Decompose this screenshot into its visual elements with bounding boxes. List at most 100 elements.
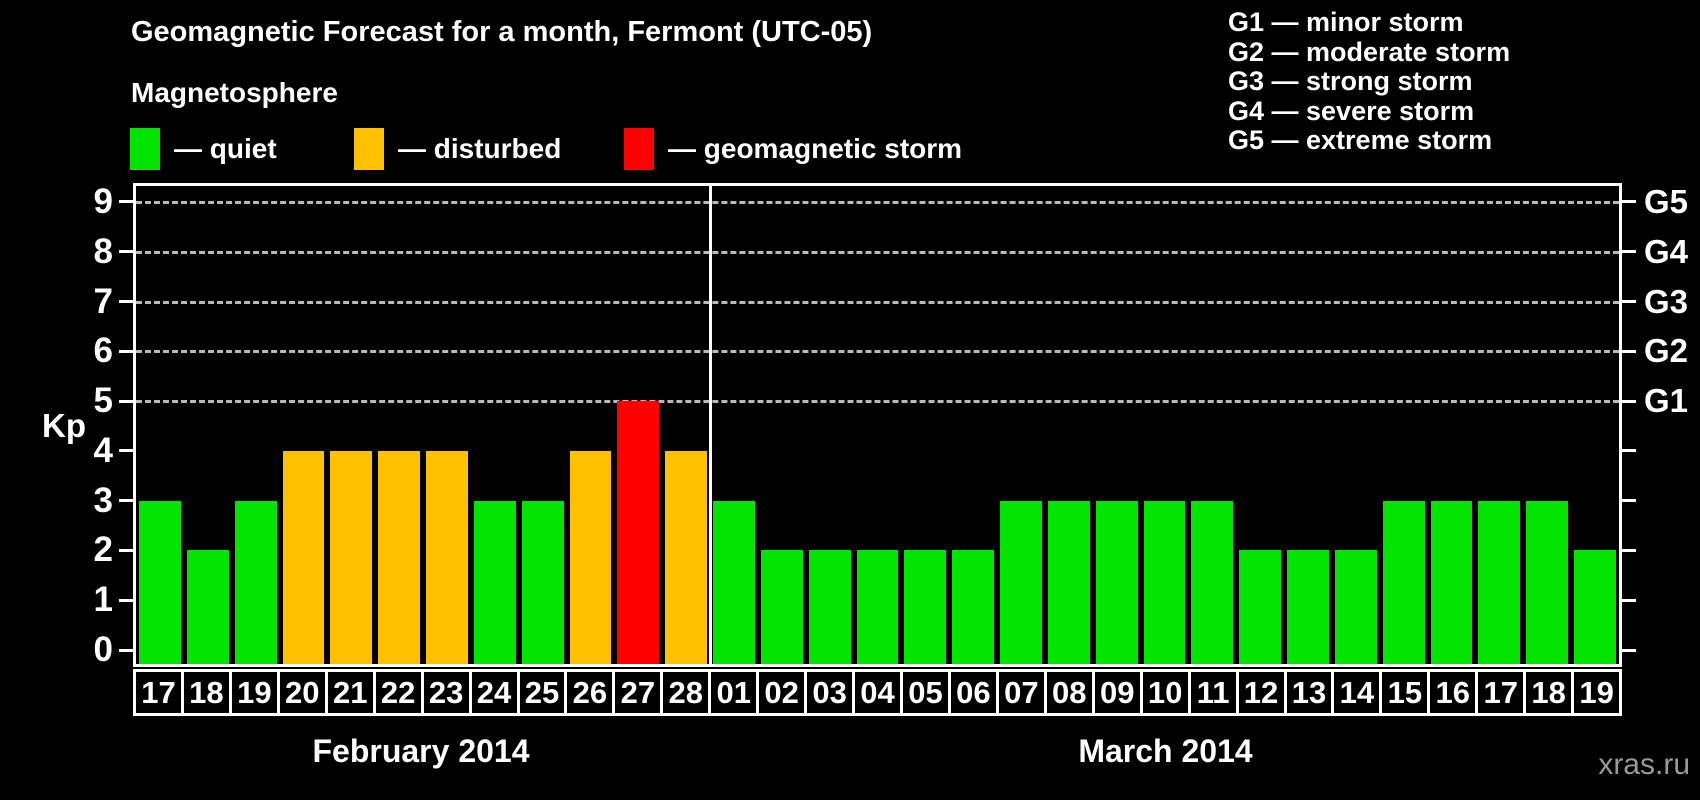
kp-bar xyxy=(665,450,708,664)
kp-bar xyxy=(1382,500,1425,664)
day-cell: 24 xyxy=(472,672,520,713)
day-cell: 20 xyxy=(280,672,328,713)
day-cell: 23 xyxy=(424,672,472,713)
kp-bar xyxy=(282,450,325,664)
day-cell: 04 xyxy=(855,672,903,713)
day-cell: 18 xyxy=(1526,672,1575,713)
y-axis-tick-label: 6 xyxy=(93,331,113,371)
day-cell: 15 xyxy=(1382,672,1431,713)
kp-bar xyxy=(760,550,803,664)
g-scale-legend: G1 — minor storm G2 — moderate storm G3 — … xyxy=(1228,7,1511,156)
day-cell: 19 xyxy=(232,672,280,713)
day-cell: 05 xyxy=(903,672,951,713)
g-axis-tick xyxy=(1622,449,1636,453)
y-axis-tick-label: 0 xyxy=(93,630,113,669)
day-cell: 21 xyxy=(328,672,376,713)
g-axis-label: G3 xyxy=(1644,282,1689,320)
y-axis-tick xyxy=(119,449,133,453)
y-axis-tick-label: 4 xyxy=(93,430,113,470)
gridline-kp9 xyxy=(136,200,1619,204)
y-axis-tick-label: 5 xyxy=(93,381,113,421)
day-cell: 09 xyxy=(1095,672,1143,713)
kp-bar xyxy=(569,450,612,664)
kp-bar xyxy=(1047,500,1090,664)
g-axis-tick xyxy=(1622,300,1636,304)
quiet-color-swatch xyxy=(130,128,160,170)
legend-item-disturbed: — disturbed xyxy=(354,126,561,172)
day-cell: 14 xyxy=(1334,672,1383,713)
gridline-kp7 xyxy=(136,300,1619,304)
day-cell: 12 xyxy=(1239,672,1287,713)
g-axis-label: G2 xyxy=(1644,332,1689,370)
month-label-february: February 2014 xyxy=(312,733,530,769)
y-axis-tick xyxy=(119,399,133,403)
g-axis-tick xyxy=(1622,648,1636,652)
kp-bar xyxy=(330,450,373,664)
kp-bar xyxy=(186,550,229,664)
kp-bar xyxy=(1191,500,1234,664)
kp-bar xyxy=(1574,550,1616,664)
day-cell: 07 xyxy=(999,672,1047,713)
storm-color-swatch xyxy=(624,128,654,170)
legend-label-disturbed: — disturbed xyxy=(398,133,562,164)
month-divider-line xyxy=(708,186,712,664)
y-axis-tick-label: 8 xyxy=(93,231,113,271)
g-axis-label: G1 xyxy=(1644,382,1689,420)
y-axis-tick-label: 1 xyxy=(93,580,113,620)
kp-bar xyxy=(139,500,181,664)
gridline-kp5 xyxy=(136,400,1619,404)
day-cell: 25 xyxy=(520,672,568,713)
gridline-kp8 xyxy=(136,250,1619,254)
kp-bar xyxy=(521,500,564,664)
day-cell: 01 xyxy=(711,672,760,713)
month-label-march: March 2014 xyxy=(1078,733,1253,769)
kp-bar xyxy=(1287,550,1329,664)
kp-bar xyxy=(234,500,277,664)
y-axis-tick-label: 3 xyxy=(93,480,113,520)
kp-bar xyxy=(952,550,995,664)
kp-bar xyxy=(1143,500,1186,664)
watermark: xras.ru xyxy=(1598,748,1690,781)
day-cell: 08 xyxy=(1047,672,1095,713)
kp-bar xyxy=(1095,500,1138,664)
kp-bar xyxy=(713,500,755,664)
g-axis-tick xyxy=(1622,250,1636,254)
g-axis-tick xyxy=(1622,200,1636,204)
y-axis-tick xyxy=(119,499,133,503)
disturbed-color-swatch xyxy=(354,128,384,170)
day-cell: 27 xyxy=(615,672,664,713)
kp-bar xyxy=(1478,500,1521,664)
g-legend-line: G1 — minor storm xyxy=(1228,7,1464,37)
day-cell: 22 xyxy=(376,672,424,713)
g-axis-tick xyxy=(1622,548,1636,552)
gridline-kp6 xyxy=(136,350,1619,354)
kp-bar xyxy=(856,550,899,664)
g-axis-tick xyxy=(1622,399,1636,403)
y-axis-tick xyxy=(119,250,133,254)
y-axis-tick xyxy=(119,598,133,602)
kp-bar xyxy=(808,550,851,664)
day-cell: 17 xyxy=(136,672,184,713)
kp-bar xyxy=(1526,500,1569,664)
y-axis-tick xyxy=(119,349,133,353)
y-axis-tick-label: 9 xyxy=(93,181,113,221)
chart-title: Geomagnetic Forecast for a month, Fermon… xyxy=(131,16,873,48)
kp-bar xyxy=(378,450,421,664)
day-cell: 28 xyxy=(663,672,712,713)
g-legend-line: G2 — moderate storm xyxy=(1228,36,1511,67)
x-axis-day-row: 17 18 19 20 21 22 23 24 25 26 27 28 01 02 03 04 05 06 07 08… xyxy=(133,669,1622,716)
y-axis-tick xyxy=(119,548,133,552)
day-cell: 16 xyxy=(1430,672,1479,713)
y-axis-tick-label: 7 xyxy=(93,281,113,321)
g-axis-tick xyxy=(1622,598,1636,602)
day-cell: 06 xyxy=(951,672,999,713)
g-axis-label: G4 xyxy=(1644,232,1689,270)
plot-area xyxy=(133,183,1622,667)
g-axis-label: G5 xyxy=(1644,182,1689,220)
day-cell: 03 xyxy=(807,672,856,713)
day-cell: 10 xyxy=(1143,672,1191,713)
day-cell: 26 xyxy=(567,672,616,713)
kp-bar xyxy=(1000,500,1042,664)
legend-item-quiet: — quiet xyxy=(130,126,277,172)
